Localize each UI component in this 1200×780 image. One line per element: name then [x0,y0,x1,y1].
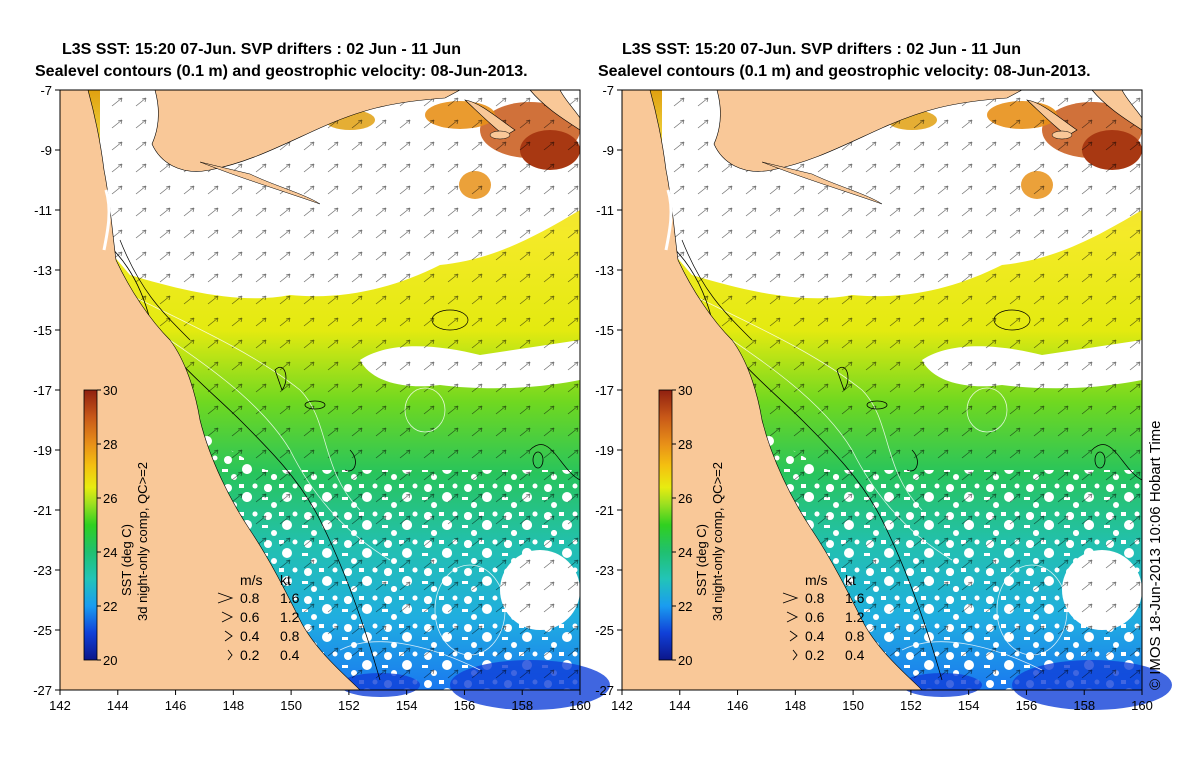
lon-tick-label: 154 [396,698,418,713]
lon-tick-label: 150 [842,698,864,713]
lon-tick-label: 142 [49,698,71,713]
lat-tick-label: -11 [34,203,52,218]
colorbar-tick-label: 20 [103,653,117,668]
legend-header-ms: m/s [240,572,263,588]
legend-kt-value: 1.6 [845,590,865,606]
legend-header-kt: kt [845,572,856,588]
colorbar-tick-label: 26 [103,491,117,506]
legend-ms-value: 0.2 [805,647,825,663]
lon-tick-label: 146 [165,698,187,713]
lat-tick-label: -21 [595,503,614,518]
lon-tick-label: 148 [222,698,244,713]
colorbar-tick-label: 30 [678,383,692,398]
legend-ms-value: 0.6 [240,609,260,625]
lat-tick-label: -17 [595,383,614,398]
colorbar-tick-label: 28 [103,437,117,452]
colorbar-sublabel: 3d night-only comp, QC>=2 [135,462,150,621]
legend-arrow-icon [792,649,798,661]
legend-arrow-icon [221,611,234,623]
legend-kt-value: 0.8 [845,628,865,644]
legend-ms-value: 0.8 [240,590,260,606]
legend-kt-value: 0.4 [280,647,300,663]
map-panel-right [620,88,1174,712]
lat-tick-label: -13 [595,263,614,278]
legend-header-ms: m/s [805,572,828,588]
panel-right-title-line1: L3S SST: 15:20 07-Jun. SVP drifters : 02… [622,41,1021,58]
legend-ms-value: 0.6 [805,609,825,625]
lon-tick-label: 142 [611,698,633,713]
lon-tick-label: 152 [900,698,922,713]
lat-tick-label: -19 [33,443,52,458]
lat-tick-label: -7 [40,83,52,98]
legend-arrow-icon [782,592,799,604]
colorbar-tick-label: 30 [103,383,117,398]
lat-tick-label: -19 [595,443,614,458]
legend-arrow-icon [786,611,799,623]
colorbar-tick-label: 24 [678,545,692,560]
legend-ms-value: 0.8 [805,590,825,606]
legend-kt-value: 0.4 [845,647,865,663]
colorbar-tick-label: 22 [103,599,117,614]
colorbar-tick-label: 28 [678,437,692,452]
lat-tick-label: -15 [595,323,614,338]
lat-tick-label: -27 [33,683,52,698]
lon-tick-label: 146 [727,698,749,713]
lon-tick-label: 144 [669,698,691,713]
colorbar-left [83,389,98,661]
legend-arrow-icon [227,649,233,661]
colorbar-right [658,389,673,661]
lat-tick-label: -23 [33,563,52,578]
colorbar-tick-label: 24 [103,545,117,560]
legend-arrow-icon [217,592,234,604]
lat-tick-label: -25 [595,623,614,638]
colorbar-tick-label: 20 [678,653,692,668]
legend-arrow-icon [224,630,233,642]
panel-left-title-line2: Sealevel contours (0.1 m) and geostrophi… [35,63,528,80]
lat-tick-label: -13 [33,263,52,278]
lat-tick-label: -21 [33,503,52,518]
colorbar-tick-label: 26 [678,491,692,506]
lat-tick-label: -9 [602,143,614,158]
lat-tick-label: -17 [33,383,52,398]
lat-tick-label: -27 [595,683,614,698]
imos-credit: © IMOS 18-Jun-2013 10:06 Hobart Time [1147,420,1164,690]
lat-tick-label: -9 [40,143,52,158]
colorbar-tick-label: 22 [678,599,692,614]
legend-header-kt: kt [280,572,291,588]
legend-ms-value: 0.4 [240,628,260,644]
legend-arrow-icon [789,630,798,642]
lon-tick-label: 156 [454,698,476,713]
legend-ms-value: 0.2 [240,647,260,663]
lon-tick-label: 152 [338,698,360,713]
lon-tick-label: 154 [958,698,980,713]
legend-kt-value: 0.8 [280,628,300,644]
legend-kt-value: 1.6 [280,590,300,606]
legend-kt-value: 1.2 [280,609,300,625]
lon-tick-label: 144 [107,698,129,713]
panel-right-title-line2: Sealevel contours (0.1 m) and geostrophi… [598,63,1091,80]
lon-tick-label: 158 [1073,698,1095,713]
lat-tick-label: -25 [33,623,52,638]
lat-tick-label: -23 [595,563,614,578]
lon-tick-label: 160 [569,698,591,713]
lon-tick-label: 158 [511,698,533,713]
lon-tick-label: 160 [1131,698,1153,713]
lon-tick-label: 150 [280,698,302,713]
legend-ms-value: 0.4 [805,628,825,644]
colorbar-label: SST (deg C) [694,524,709,596]
lon-tick-label: 156 [1016,698,1038,713]
legend-kt-value: 1.2 [845,609,865,625]
lon-tick-label: 148 [784,698,806,713]
lat-tick-label: -15 [33,323,52,338]
colorbar-sublabel: 3d night-only comp, QC>=2 [710,462,725,621]
panel-left-title-line1: L3S SST: 15:20 07-Jun. SVP drifters : 02… [62,41,461,58]
colorbar-label: SST (deg C) [119,524,134,596]
lat-tick-label: -11 [596,203,614,218]
lat-tick-label: -7 [602,83,614,98]
